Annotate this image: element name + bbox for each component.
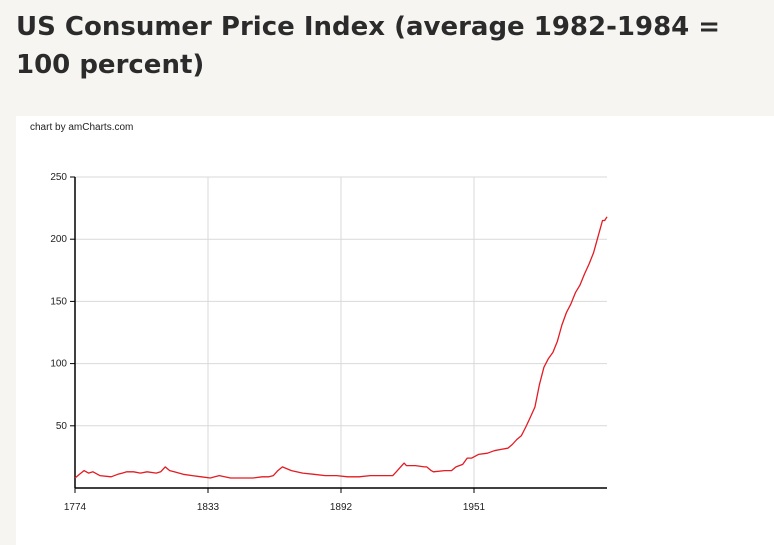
y-tick-label: 50 bbox=[56, 421, 68, 432]
x-axis-labels: 1774 1833 1892 1951 bbox=[64, 502, 486, 513]
x-tick-label: 1951 bbox=[463, 502, 486, 513]
chart-credit-link[interactable]: chart by amCharts.com bbox=[30, 122, 134, 133]
y-tick-label: 150 bbox=[50, 296, 67, 307]
chart-grid bbox=[75, 176, 607, 488]
chart-series bbox=[74, 216, 608, 479]
y-tick-label: 200 bbox=[50, 234, 67, 245]
x-tick-label: 1892 bbox=[330, 502, 353, 513]
y-tick-label: 250 bbox=[50, 172, 67, 183]
page-title: US Consumer Price Index (average 1982-19… bbox=[16, 12, 721, 80]
chart-axes bbox=[70, 176, 607, 493]
y-axis-labels: 50 100 150 200 250 bbox=[50, 172, 67, 432]
cpi-series-line bbox=[74, 216, 608, 479]
y-tick-label: 100 bbox=[50, 359, 67, 370]
x-tick-label: 1774 bbox=[64, 502, 87, 513]
x-tick-label: 1833 bbox=[197, 502, 220, 513]
